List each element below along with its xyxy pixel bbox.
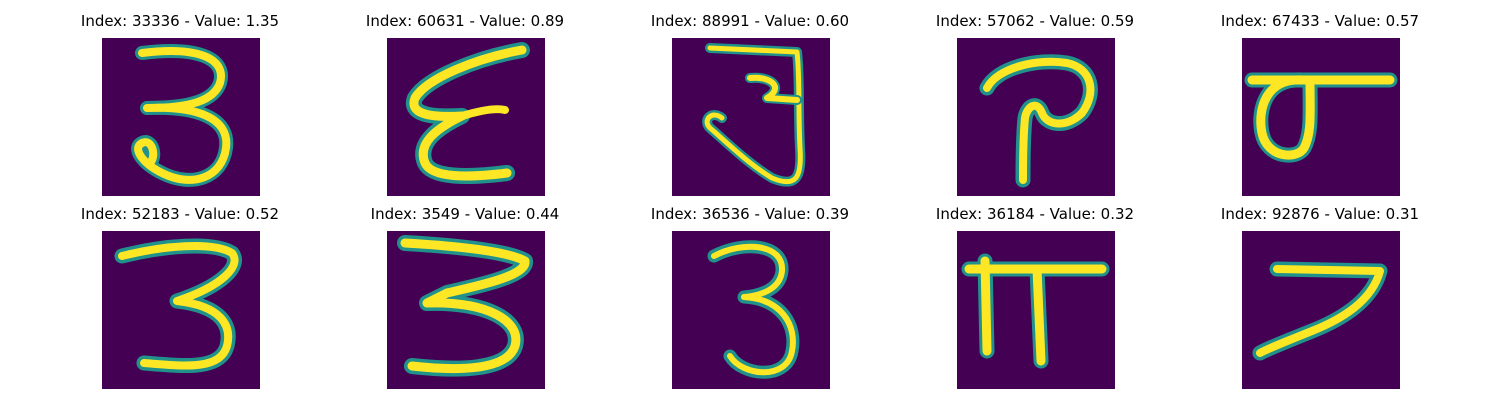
- digit-image-zigzag: [387, 38, 545, 196]
- digit-image-curl: [957, 38, 1115, 196]
- panel-title: Index: 92876 - Value: 0.31: [1220, 205, 1420, 223]
- digit-image-three: [102, 38, 260, 196]
- digit-image-pi: [957, 231, 1115, 389]
- panel-title: Index: 88991 - Value: 0.60: [650, 12, 850, 30]
- glyph-stroke-core: [118, 242, 239, 370]
- glyph-stroke-core: [400, 238, 530, 374]
- panel-title: Index: 52183 - Value: 0.52: [80, 205, 280, 223]
- panel-title: Index: 3549 - Value: 0.44: [370, 205, 560, 223]
- digit-image-three: [102, 231, 260, 389]
- digit-image-three: [672, 231, 830, 389]
- glyph-stroke-core: [983, 57, 1095, 184]
- digit-image-sigma: [1242, 38, 1400, 196]
- glyph-stroke-core: [964, 256, 1107, 366]
- panel-title: Index: 57062 - Value: 0.59: [935, 12, 1135, 30]
- digit-image-hook: [672, 38, 830, 196]
- panel-title: Index: 36184 - Value: 0.32: [935, 205, 1135, 223]
- panel-title: Index: 60631 - Value: 0.89: [365, 12, 565, 30]
- glyph-stroke-core: [134, 47, 231, 184]
- panel-title: Index: 67433 - Value: 0.57: [1220, 12, 1420, 30]
- glyph-stroke-outer: [1252, 261, 1388, 361]
- panel-title: Index: 36536 - Value: 0.39: [650, 205, 850, 223]
- glyph-stroke-core: [1256, 265, 1384, 357]
- digit-image-three: [387, 231, 545, 389]
- panel-title: Index: 33336 - Value: 1.35: [80, 12, 280, 30]
- glyph-stroke-core: [711, 243, 796, 376]
- glyph-stroke-core: [1247, 75, 1395, 160]
- glyph-stroke-outer: [114, 238, 242, 374]
- digit-image-seven: [1242, 231, 1400, 389]
